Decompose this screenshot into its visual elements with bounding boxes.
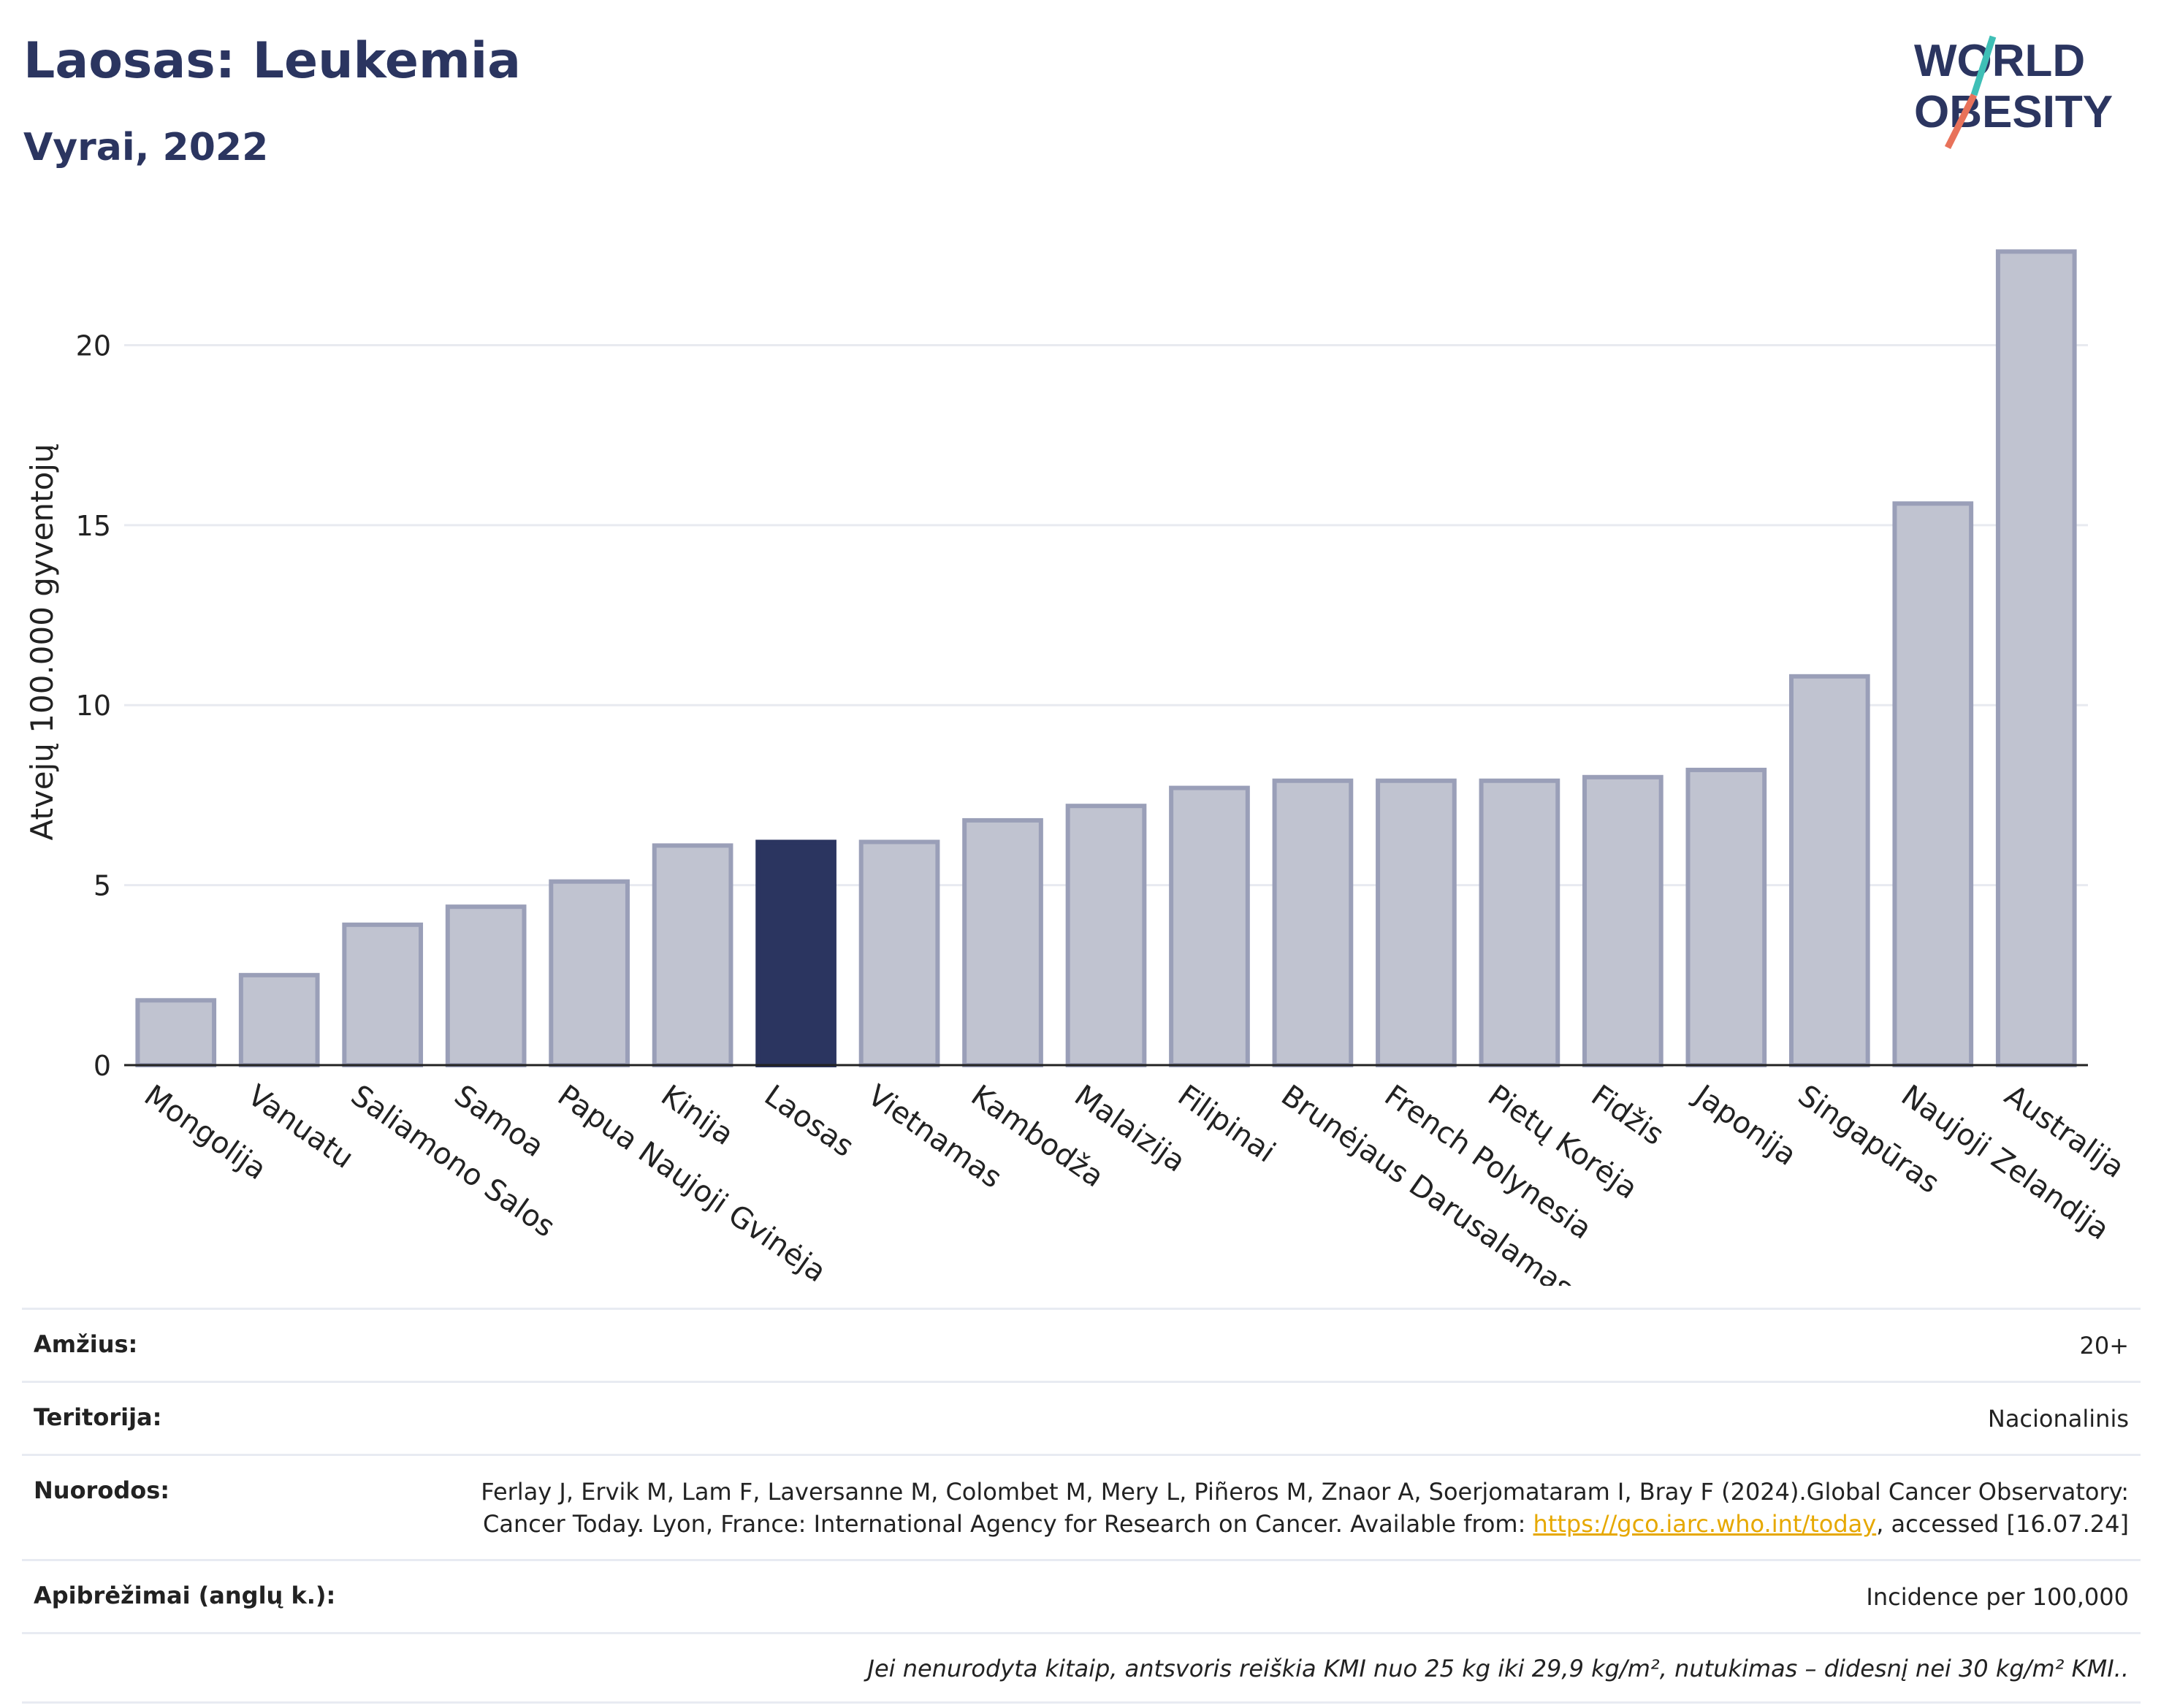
- y-tick-label: 5: [94, 870, 111, 902]
- references-link[interactable]: https://gco.iarc.who.int/today: [1533, 1509, 1877, 1538]
- definitions-value: Incidence per 100,000: [1866, 1582, 2129, 1611]
- meta-row-note: Jei nenurodyta kitaip, antsvoris reiškia…: [22, 1631, 2141, 1704]
- bar: [342, 922, 424, 1068]
- chart-title: Laosas: Leukemia: [23, 32, 522, 90]
- references-accessed: , accessed [16.07.24]: [1876, 1509, 2129, 1538]
- bar: [1892, 501, 1974, 1067]
- bar: [755, 839, 836, 1067]
- y-tick-label: 10: [76, 690, 111, 722]
- world-obesity-logo: WORLD OBESITY: [1914, 35, 2113, 150]
- y-tick-label: 20: [76, 329, 111, 362]
- bar: [858, 839, 940, 1067]
- bar: [1376, 778, 1457, 1067]
- x-tick-label: Fidžis: [1585, 1079, 1670, 1153]
- territory-value: Nacionalinis: [1987, 1405, 2129, 1433]
- bar: [1582, 774, 1663, 1067]
- y-tick-label: 0: [94, 1050, 111, 1082]
- bar: [1995, 249, 2077, 1068]
- x-tick-label: Kinija: [655, 1079, 739, 1152]
- bar: [1788, 674, 1870, 1067]
- meta-row-references: Nuorodos: Ferlay J, Ervik M, Lam F, Lave…: [22, 1454, 2141, 1558]
- meta-row-age: Amžius: 20+: [22, 1308, 2141, 1381]
- bar: [238, 972, 320, 1067]
- references-text: Ferlay J, Ervik M, Lam F, Laversanne M, …: [481, 1478, 2129, 1538]
- definitions-label: Apibrėžimai (anglų k.):: [34, 1581, 336, 1609]
- bar: [1065, 804, 1147, 1067]
- chart-subtitle: Vyrai, 2022: [23, 126, 269, 169]
- y-tick-label: 15: [76, 510, 111, 542]
- logo-slash-coral: [1944, 93, 1978, 150]
- metadata-table: Amžius: 20+ Teritorija: Nacionalinis Nuo…: [22, 1308, 2141, 1704]
- bar: [1685, 767, 1767, 1067]
- age-label: Amžius:: [34, 1330, 138, 1358]
- bar: [445, 904, 527, 1067]
- bar: [549, 879, 630, 1067]
- y-axis-label: Atvejų 100.000 gyventojų: [24, 443, 60, 840]
- bar: [652, 843, 733, 1067]
- bar: [962, 817, 1043, 1068]
- territory-label: Teritorija:: [34, 1403, 162, 1432]
- meta-row-territory: Teritorija: Nacionalinis: [22, 1381, 2141, 1454]
- bmi-note: Jei nenurodyta kitaip, antsvoris reiškia…: [867, 1654, 2130, 1682]
- logo-slash-teal: [1970, 35, 1997, 96]
- age-value: 20+: [2079, 1332, 2129, 1360]
- bar: [1479, 778, 1560, 1067]
- bar: [1169, 785, 1250, 1067]
- logo-text-world: WORLD: [1914, 36, 2085, 86]
- bar: [135, 998, 217, 1067]
- bar: [1272, 778, 1354, 1067]
- x-tick-label: Japonija: [1687, 1078, 1802, 1173]
- x-tick-label: Laosas: [758, 1079, 860, 1164]
- references-label: Nuorodos:: [34, 1476, 170, 1505]
- references-value: Ferlay J, Ervik M, Lam F, Laversanne M, …: [449, 1476, 2129, 1539]
- logo-text-obesity: OBESITY: [1914, 87, 2113, 137]
- meta-row-definitions: Apibrėžimai (anglų k.): Incidence per 10…: [22, 1558, 2141, 1632]
